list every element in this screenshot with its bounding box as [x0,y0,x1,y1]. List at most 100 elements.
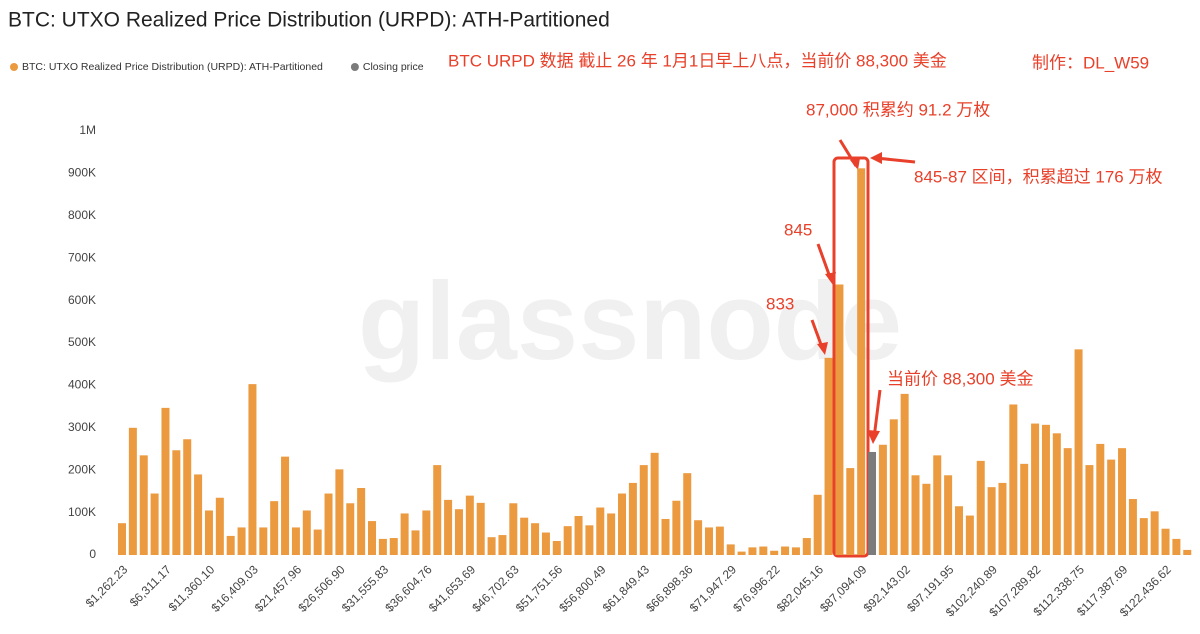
bar [324,493,333,555]
bar [650,452,659,555]
arrowheads [817,152,882,444]
bar [1009,404,1018,555]
bar [835,284,844,555]
bar [737,551,746,555]
bar [411,530,420,555]
bar [639,465,648,555]
bar [1063,448,1072,555]
bar [694,520,703,555]
bar [1172,538,1181,555]
bar [400,513,409,555]
bar [346,503,355,555]
bar [661,518,670,555]
annotation: 当前价 88,300 美金 [887,369,1033,388]
bar [868,451,877,555]
bar [726,544,735,555]
bar [683,473,692,555]
legend-swatch [10,63,18,71]
bar [433,465,442,555]
annotation: 87,000 积累约 91.2 万枚 [806,100,990,119]
arrowhead [850,158,860,170]
arrow [875,156,916,164]
bar [541,532,550,555]
bar [802,538,811,555]
bar [770,550,779,555]
arrowhead [817,342,828,355]
bar [846,468,855,555]
y-tick-label: 700K [68,250,96,264]
bar [357,488,366,555]
bar [704,527,713,555]
y-tick-label: 100K [68,505,96,519]
bar [139,455,148,555]
annotation: BTC URPD 数据 截止 26 年 1月1日早上八点，当前价 88,300 … [448,51,947,70]
bar [476,502,485,555]
bar [922,483,931,555]
annotation: 845 [784,220,812,239]
bar [607,513,616,555]
bar [389,538,398,555]
bar [259,527,268,555]
bar [368,521,377,555]
bar [237,527,246,555]
bar [715,526,724,555]
bar [1031,423,1040,555]
bar [378,538,387,555]
bar [118,523,126,555]
bar [498,535,507,555]
legend-label: Closing price [363,61,424,73]
bar [1150,511,1159,555]
bar [172,450,181,555]
bar [781,546,790,555]
bar [900,393,909,555]
y-tick-label: 200K [68,462,96,476]
bar [520,517,529,555]
bar [465,495,474,555]
legend-swatch [350,63,359,71]
bar [1085,465,1094,555]
bar [1161,528,1170,555]
bar [911,475,920,555]
arrowhead [825,272,836,285]
bar [672,500,681,555]
bar [487,537,496,555]
bar [291,527,300,555]
arrowhead [870,152,882,164]
bar [1020,463,1029,555]
y-tick-label: 800K [68,208,96,222]
chart-title: BTC: UTXO Realized Price Distribution (U… [8,9,610,32]
bar [1096,443,1105,555]
bar [791,547,800,555]
bar [889,419,898,555]
bar [422,510,431,555]
y-tick-label: 500K [68,335,96,349]
bar [1128,499,1137,555]
bar [563,526,572,555]
bar [215,497,224,555]
bar [965,515,974,555]
watermark: glassnode [358,260,902,383]
bar [248,384,257,555]
bar [509,503,518,555]
bar [987,487,996,555]
bar [944,475,953,555]
annotation: 833 [766,294,794,313]
bar [194,474,203,555]
bar [976,460,985,555]
bar [335,469,344,555]
bar [628,482,637,555]
bar [128,427,137,555]
arrow [872,389,882,439]
legend-label: BTC: UTXO Realized Price Distribution (U… [22,61,323,73]
bar [150,493,159,555]
x-tick-label: $1,262.23 [83,562,131,610]
bar [813,494,822,555]
bar [204,510,213,555]
bar [1052,433,1061,555]
bar [574,515,583,555]
bar [270,501,279,555]
bar [281,456,290,555]
bar [531,523,540,555]
arrowhead [867,430,880,444]
